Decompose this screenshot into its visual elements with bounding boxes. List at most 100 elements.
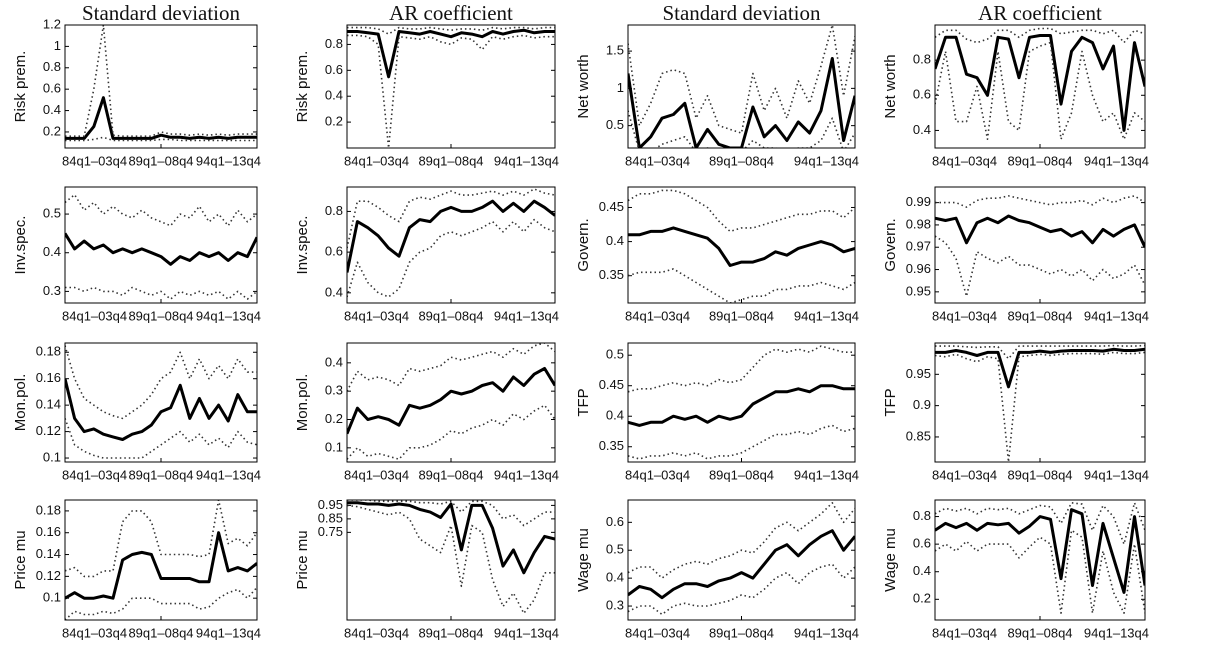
series-line bbox=[628, 529, 855, 600]
y-tick-label: 0.85 bbox=[318, 510, 343, 525]
y-tick-label: 1 bbox=[54, 38, 61, 53]
x-tick-label: 84q1–03q4 bbox=[344, 308, 409, 323]
panel: Inv.spec. 0.3 0.4 0.5 84q1–03q4 89q1–08q4 94q1… bbox=[12, 186, 261, 323]
axes-frame bbox=[627, 186, 856, 304]
axes-frame bbox=[346, 499, 556, 621]
y-tick-label: 0.8 bbox=[913, 508, 931, 523]
x-tick-label: 94q1–13q4 bbox=[494, 625, 559, 640]
plot-area bbox=[628, 25, 855, 148]
x-tick-label: 84q1–03q4 bbox=[62, 625, 127, 640]
y-axis-label: TFP bbox=[575, 388, 592, 416]
y-tick-label: 0.1 bbox=[43, 449, 61, 464]
y-axis-label: Mon.pol. bbox=[294, 374, 311, 432]
x-tick-label: 94q1–13q4 bbox=[196, 467, 261, 482]
y-tick-label: 0.8 bbox=[325, 36, 343, 51]
plot-area bbox=[935, 344, 1145, 462]
plot-area bbox=[628, 502, 855, 616]
x-tick-label: 89q1–08q4 bbox=[418, 625, 483, 640]
y-tick-label: 0.75 bbox=[318, 524, 343, 539]
x-tick-label: 94q1–13q4 bbox=[196, 625, 261, 640]
y-tick-label: 0.18 bbox=[36, 344, 61, 359]
y-tick-label: 0.98 bbox=[906, 216, 931, 231]
plot-area bbox=[65, 500, 257, 620]
x-tick-label: 84q1–03q4 bbox=[62, 308, 127, 323]
y-tick-label: 0.6 bbox=[43, 81, 61, 96]
plot-area bbox=[628, 189, 855, 303]
series-line bbox=[65, 500, 257, 578]
y-axis-label: Govern. bbox=[575, 218, 592, 271]
axes-frame bbox=[627, 342, 856, 463]
panel: Wage mu 0.3 0.4 0.5 0.6 84q1–03q4 89q1–08q4 94q… bbox=[575, 499, 859, 640]
y-tick-label: 0.85 bbox=[906, 428, 931, 443]
series-line bbox=[347, 28, 555, 79]
x-tick-label: 94q1–13q4 bbox=[494, 153, 559, 168]
y-axis-label: Inv.spec. bbox=[294, 216, 311, 275]
x-tick-label: 89q1–08q4 bbox=[709, 153, 774, 168]
y-tick-label: 0.95 bbox=[906, 283, 931, 298]
y-tick-label: 0.5 bbox=[43, 206, 61, 221]
x-tick-label: 84q1–03q4 bbox=[344, 153, 409, 168]
series-line bbox=[935, 214, 1145, 248]
y-tick-label: 0.6 bbox=[913, 536, 931, 551]
plot-area bbox=[65, 193, 257, 300]
panel: Price mu 0.750.850.95 84q1–03q4 89q1–08q4 94… bbox=[294, 497, 559, 641]
series-line bbox=[628, 424, 855, 460]
x-tick-label: 84q1–03q4 bbox=[932, 153, 997, 168]
y-axis-label: Risk prem. bbox=[12, 51, 29, 123]
x-tick-label: 89q1–08q4 bbox=[1007, 308, 1072, 323]
x-tick-label: 89q1–08q4 bbox=[1007, 153, 1072, 168]
x-tick-label: 84q1–03q4 bbox=[932, 467, 997, 482]
series-line bbox=[935, 502, 1145, 545]
y-axis-label: Inv.spec. bbox=[12, 216, 29, 275]
y-tick-label: 0.4 bbox=[325, 284, 343, 299]
series-line bbox=[347, 367, 555, 435]
x-tick-label: 94q1–13q4 bbox=[494, 467, 559, 482]
x-tick-label: 84q1–03q4 bbox=[344, 467, 409, 482]
y-tick-label: 0.1 bbox=[325, 439, 343, 454]
y-tick-label: 0.2 bbox=[43, 123, 61, 138]
series-line bbox=[65, 345, 257, 420]
x-tick-label: 89q1–08q4 bbox=[709, 308, 774, 323]
series-line bbox=[347, 500, 555, 527]
y-tick-label: 0.5 bbox=[606, 542, 624, 557]
series-line bbox=[65, 136, 257, 142]
y-tick-label: 1 bbox=[617, 80, 624, 95]
series-line bbox=[628, 502, 855, 579]
x-tick-label: 94q1–13q4 bbox=[794, 625, 859, 640]
plot-area bbox=[65, 345, 257, 459]
x-tick-label: 89q1–08q4 bbox=[709, 625, 774, 640]
x-tick-label: 89q1–08q4 bbox=[418, 153, 483, 168]
series-line bbox=[935, 235, 1145, 298]
panel: Govern. 0.95 0.96 0.97 0.98 0.99 84q1–03q4 89q1… bbox=[882, 186, 1149, 323]
axes-frame bbox=[346, 186, 556, 304]
plot-area bbox=[628, 345, 855, 460]
y-tick-label: 0.4 bbox=[43, 244, 61, 259]
y-tick-label: 0.6 bbox=[325, 244, 343, 259]
axes-frame bbox=[346, 342, 556, 463]
plot-area bbox=[935, 27, 1145, 140]
x-tick-label: 89q1–08q4 bbox=[128, 467, 193, 482]
y-tick-label: 0.12 bbox=[36, 568, 61, 583]
y-tick-label: 0.6 bbox=[325, 62, 343, 77]
x-tick-label: 94q1–13q4 bbox=[196, 308, 261, 323]
panel: TFP 0.35 0.4 0.45 0.5 84q1–03q4 89q1–08q4 94q1–… bbox=[575, 342, 859, 482]
y-tick-label: 0.18 bbox=[36, 502, 61, 517]
y-tick-label: 0.4 bbox=[606, 233, 624, 248]
axes-frame bbox=[64, 499, 258, 621]
x-tick-label: 84q1–03q4 bbox=[625, 625, 690, 640]
series-line bbox=[935, 508, 1145, 594]
series-line bbox=[628, 345, 855, 393]
y-tick-label: 0.95 bbox=[318, 497, 343, 512]
series-line bbox=[628, 226, 855, 267]
x-tick-label: 84q1–03q4 bbox=[625, 153, 690, 168]
y-tick-label: 0.4 bbox=[913, 563, 931, 578]
y-tick-label: 0.2 bbox=[325, 411, 343, 426]
series-line bbox=[935, 27, 1145, 44]
series-line bbox=[347, 34, 555, 148]
x-tick-label: 89q1–08q4 bbox=[418, 467, 483, 482]
y-tick-label: 0.4 bbox=[606, 408, 624, 423]
x-tick-label: 94q1–13q4 bbox=[794, 308, 859, 323]
panel: TFP 0.85 0.9 0.95 84q1–03q4 89q1–08q4 94q1–13q… bbox=[882, 342, 1149, 482]
y-axis-label: Risk prem. bbox=[294, 51, 311, 123]
